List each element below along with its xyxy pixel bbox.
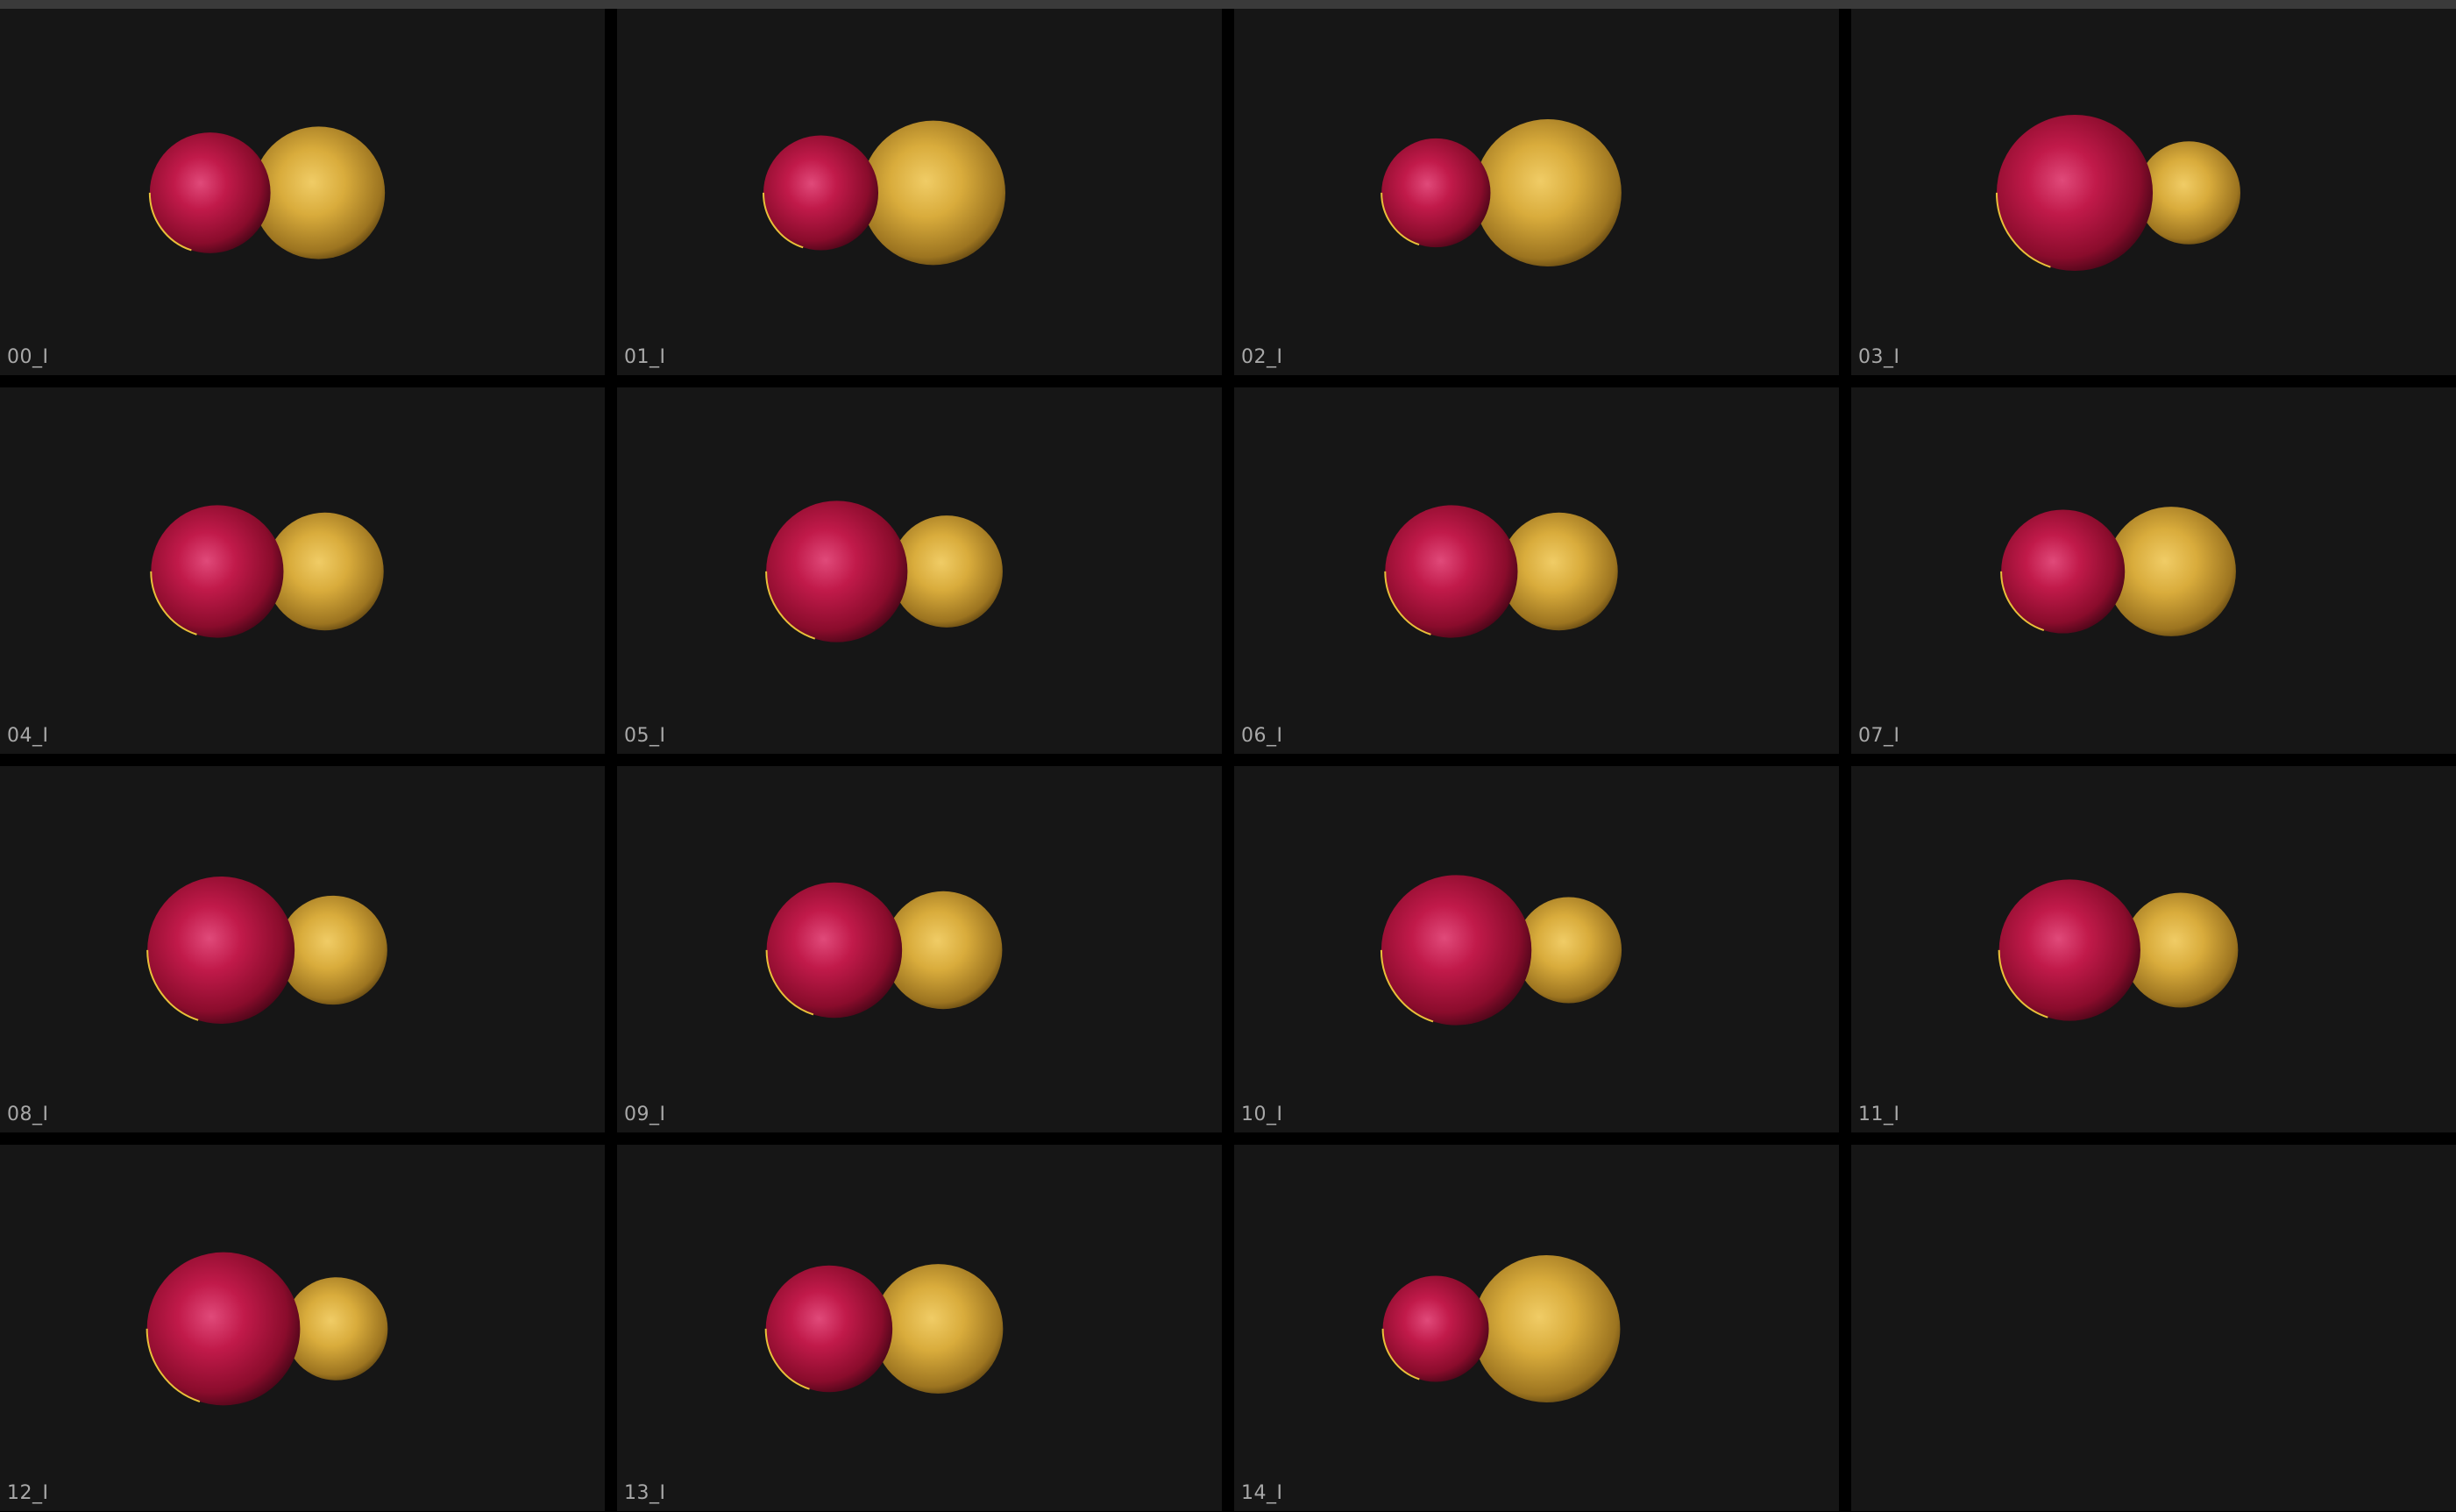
gold-sphere [2137, 141, 2241, 245]
red-sphere [763, 135, 879, 251]
tile-02_i[interactable]: 02_I [1234, 9, 1839, 375]
tile-09_i[interactable]: 09_I [617, 766, 1222, 1132]
intersection-seam [1381, 1274, 1490, 1383]
intersection-seam [1381, 137, 1492, 249]
red-sphere [1382, 1275, 1489, 1382]
gold-sphere [1515, 897, 1622, 1004]
thumbnail-grid: 00_I 01_I 02_I 03_I 04_I 05_I 06_I 07_I 08_I 09_I… [0, 9, 2456, 1512]
red-sphere [1385, 505, 1518, 638]
tile-01_i[interactable]: 01_I [617, 9, 1222, 375]
intersection-seam [146, 1251, 302, 1407]
tile-label: 00_I [7, 346, 49, 368]
intersection-seam [765, 881, 904, 1019]
tile-label: 05_I [624, 725, 666, 747]
tile-13_i[interactable]: 13_I [617, 1145, 1222, 1511]
red-sphere [1998, 879, 2140, 1021]
tile-label: 06_I [1241, 725, 1283, 747]
gold-sphere [278, 895, 387, 1005]
intersection-seam [146, 876, 296, 1025]
molecule-render [146, 876, 387, 1025]
tile-label: 14_I [1241, 1482, 1283, 1504]
red-sphere [1381, 138, 1491, 248]
tile-10_i[interactable]: 10_I [1234, 766, 1839, 1132]
molecule-render [1381, 119, 1622, 266]
red-sphere [1381, 875, 1532, 1026]
tile-label: 11_I [1858, 1104, 1900, 1125]
molecule-render [2000, 507, 2236, 636]
intersection-seam [1380, 874, 1533, 1026]
tile-05_i[interactable]: 05_I [617, 387, 1222, 754]
molecule-render [146, 1251, 388, 1407]
tile-00_i[interactable]: 00_I [0, 9, 605, 375]
red-sphere [1996, 114, 2154, 272]
molecule-render [1998, 878, 2239, 1022]
intersection-seam [148, 131, 272, 254]
intersection-seam [1995, 113, 2154, 273]
gold-sphere [884, 891, 1003, 1010]
top-bar [0, 0, 2456, 9]
tile-06_i[interactable]: 06_I [1234, 387, 1839, 754]
tile-label: 02_I [1241, 346, 1283, 368]
tile-11_i[interactable]: 11_I [1851, 766, 2456, 1132]
molecule-render [765, 500, 1003, 643]
tile-04_i[interactable]: 04_I [0, 387, 605, 754]
red-sphere [2001, 509, 2126, 634]
red-sphere [146, 1252, 301, 1406]
molecule-render [764, 1264, 1004, 1394]
gold-sphere [873, 1264, 1004, 1394]
molecule-render [1384, 504, 1618, 639]
red-sphere [147, 877, 295, 1024]
tile-07_i[interactable]: 07_I [1851, 387, 2456, 754]
tile-label: 07_I [1858, 725, 1900, 747]
tile-label: 08_I [7, 1104, 49, 1125]
intersection-seam [1384, 504, 1519, 639]
gold-sphere [284, 1277, 388, 1381]
tile-empty [1851, 1145, 2456, 1511]
gold-sphere [2106, 507, 2236, 636]
tile-label: 01_I [624, 346, 666, 368]
tile-label: 03_I [1858, 346, 1900, 368]
tile-03_i[interactable]: 03_I [1851, 9, 2456, 375]
red-sphere [766, 500, 908, 642]
gold-sphere [861, 120, 1006, 266]
intersection-seam [2000, 508, 2126, 635]
gold-sphere [1473, 119, 1622, 266]
tile-08_i[interactable]: 08_I [0, 766, 605, 1132]
tile-label: 09_I [624, 1104, 666, 1125]
intersection-seam [765, 500, 909, 643]
molecule-render [150, 504, 384, 639]
tile-label: 04_I [7, 725, 49, 747]
molecule-render [1995, 113, 2241, 273]
gold-sphere [1473, 1255, 1621, 1402]
intersection-seam [1998, 878, 2141, 1022]
gold-sphere [1500, 512, 1618, 631]
molecule-render [762, 120, 1006, 266]
gold-sphere [2123, 892, 2239, 1008]
red-sphere [151, 505, 284, 638]
molecule-render [765, 881, 1003, 1019]
intersection-seam [764, 1264, 894, 1394]
intersection-seam [150, 504, 285, 639]
molecule-render [148, 126, 386, 259]
tile-label: 10_I [1241, 1104, 1283, 1125]
gold-sphere [266, 512, 384, 631]
molecule-render [1381, 1255, 1621, 1402]
gold-sphere [252, 126, 386, 259]
gold-sphere [891, 515, 1003, 628]
red-sphere [765, 1265, 893, 1393]
tile-12_i[interactable]: 12_I [0, 1145, 605, 1511]
tile-label: 12_I [7, 1482, 49, 1504]
tile-14_i[interactable]: 14_I [1234, 1145, 1839, 1511]
molecule-render [1380, 874, 1622, 1026]
red-sphere [149, 132, 271, 253]
red-sphere [766, 882, 903, 1019]
intersection-seam [762, 134, 880, 252]
tile-label: 13_I [624, 1482, 666, 1504]
